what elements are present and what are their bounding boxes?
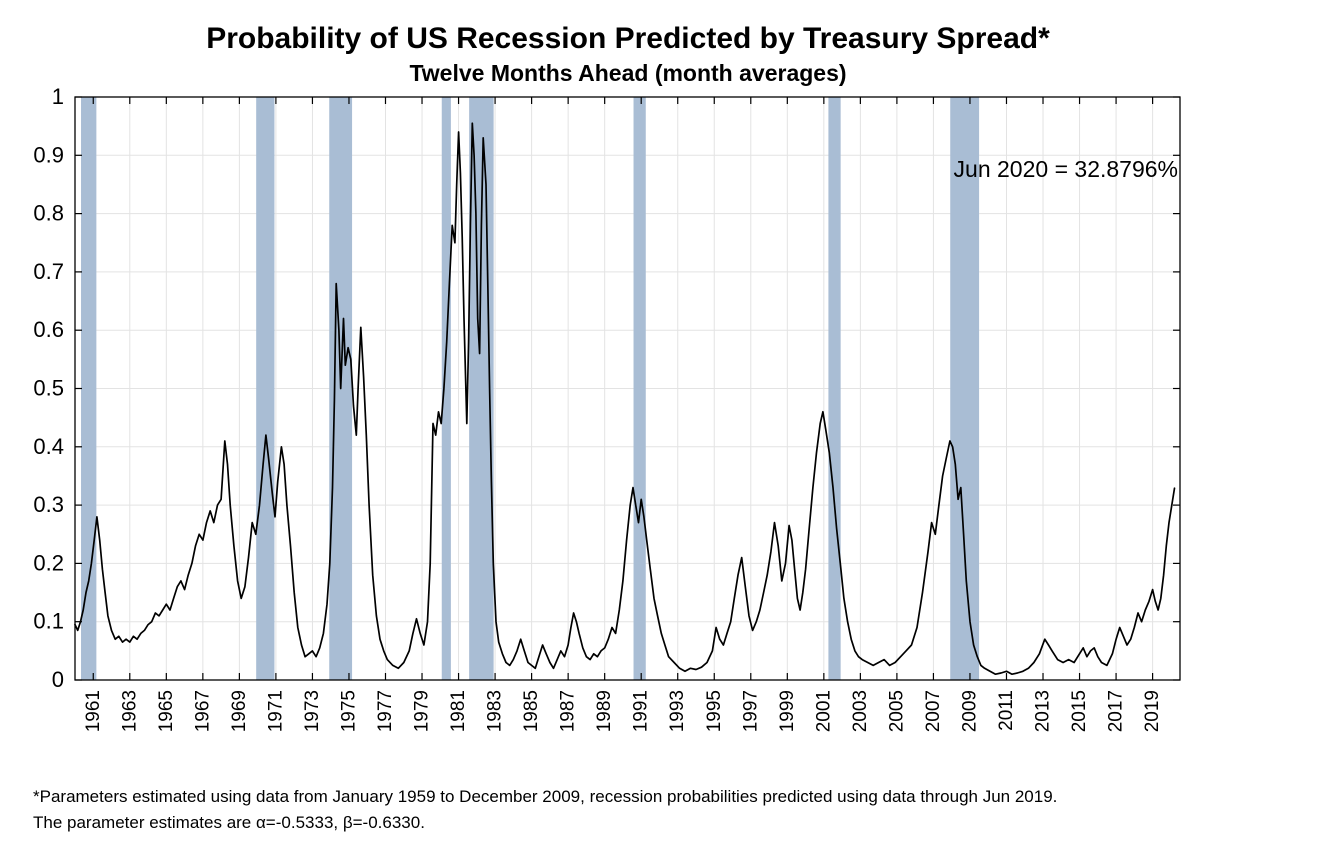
y-tick-label: 0.4 [33, 434, 64, 459]
y-tick-label: 1 [52, 84, 64, 109]
x-tick-label: 1999 [777, 690, 798, 732]
x-tick-label: 1997 [740, 690, 761, 732]
x-tick-label: 1963 [119, 690, 140, 732]
y-tick-label: 0.9 [33, 142, 64, 167]
chart-subtitle: Twelve Months Ahead (month averages) [409, 60, 847, 86]
probability-line [74, 122, 1176, 676]
footnote-line-2: The parameter estimates are α=-0.5333, β… [33, 812, 425, 832]
x-tick-label: 2001 [813, 690, 834, 732]
annotation-label: Jun 2020 = 32.8796% [954, 156, 1178, 182]
x-tick-label: 2011 [996, 690, 1017, 731]
x-tick-label: 1987 [558, 690, 579, 732]
x-tick-label: 2019 [1142, 690, 1163, 732]
recession-band [256, 97, 275, 680]
x-tick-label: 1967 [192, 690, 213, 732]
recession-band [81, 97, 97, 680]
x-tick-label: 2013 [1033, 690, 1054, 732]
recession-band [828, 97, 841, 680]
chart-title: Probability of US Recession Predicted by… [206, 22, 1050, 55]
x-tick-label: 1993 [667, 690, 688, 732]
x-tick-label: 2003 [850, 690, 871, 732]
y-tick-label: 0 [52, 667, 64, 692]
x-tick-label: 1975 [338, 690, 359, 732]
y-tick-label: 0.1 [33, 609, 64, 634]
x-tick-label: 1989 [594, 690, 615, 732]
recession-band [441, 97, 451, 680]
x-tick-label: 1973 [302, 690, 323, 732]
x-tick-label: 1995 [704, 690, 725, 732]
y-tick-label: 0.2 [33, 550, 64, 575]
y-tick-label: 0.3 [33, 492, 64, 517]
x-tick-label: 2007 [923, 690, 944, 732]
x-tick-label: 1969 [229, 690, 250, 732]
y-tick-label: 0.5 [33, 376, 64, 401]
y-tick-label: 0.7 [33, 259, 64, 284]
recession-band [633, 97, 646, 680]
recession-band [950, 97, 980, 680]
x-tick-label: 2009 [959, 690, 980, 732]
x-tick-label: 1991 [631, 690, 652, 732]
x-tick-label: 1979 [412, 690, 433, 732]
x-tick-label: 2005 [886, 690, 907, 732]
x-tick-label: 2017 [1106, 690, 1127, 732]
footnote: *Parameters estimated using data from Ja… [33, 784, 1313, 835]
x-tick-label: 1965 [156, 690, 177, 732]
y-tick-label: 0.6 [33, 317, 64, 342]
footnote-line-1: *Parameters estimated using data from Ja… [33, 787, 1058, 806]
y-tick-label: 0.8 [33, 201, 64, 226]
x-tick-label: 1985 [521, 690, 542, 732]
x-tick-label: 1961 [83, 690, 104, 732]
x-tick-label: 1977 [375, 690, 396, 732]
x-tick-label: 2015 [1069, 690, 1090, 732]
x-tick-label: 1981 [448, 690, 469, 732]
x-tick-label: 1971 [265, 690, 286, 732]
x-tick-label: 1983 [485, 690, 506, 732]
